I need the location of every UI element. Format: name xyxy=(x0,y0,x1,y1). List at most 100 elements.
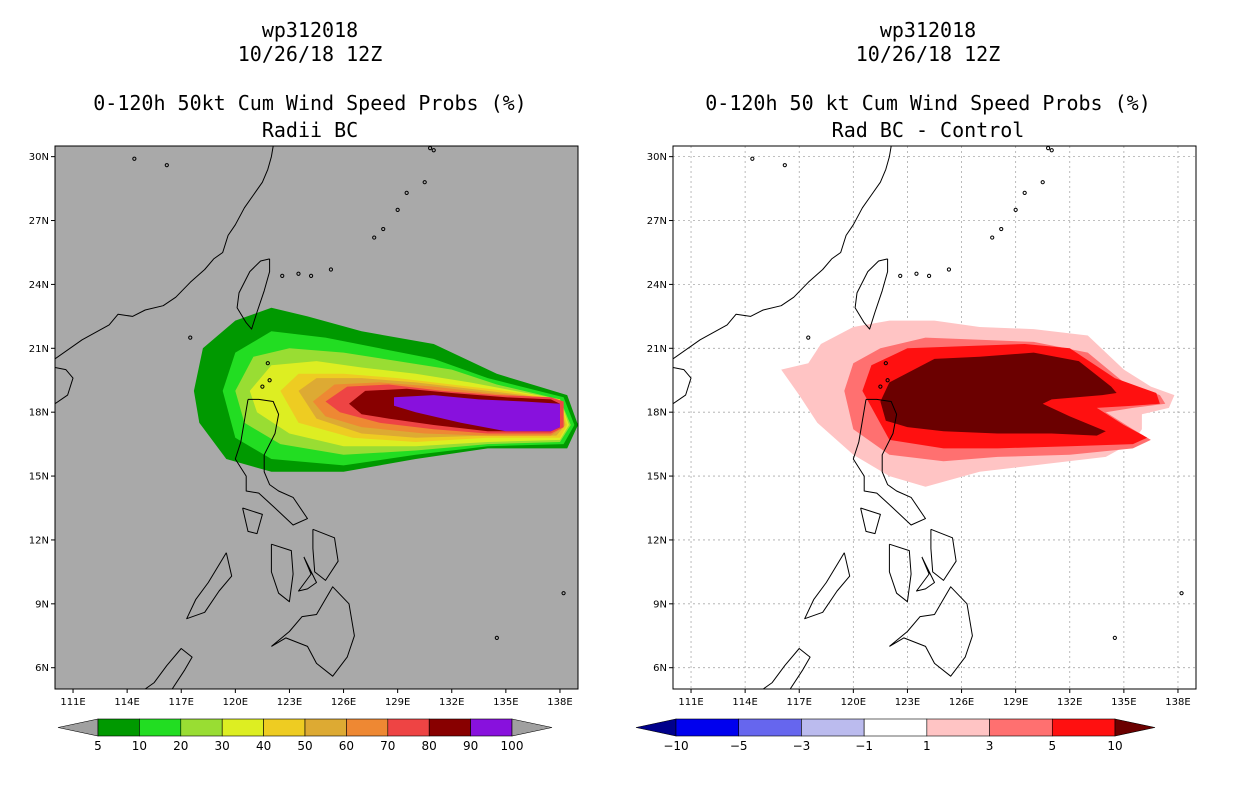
colorbar-swatch xyxy=(926,718,990,737)
y-tick-label: 6N xyxy=(653,663,667,674)
contour-fill-90 xyxy=(394,395,560,432)
colorbar-swatch xyxy=(346,718,389,737)
left-storm-id: wp312018 xyxy=(261,18,359,42)
island-marker xyxy=(431,148,436,153)
island-marker xyxy=(280,273,285,278)
colorbar-swatch xyxy=(263,718,306,737)
island-marker xyxy=(561,591,566,596)
island-marker xyxy=(946,267,952,272)
island-marker xyxy=(381,226,386,232)
colorbar-label: 30 xyxy=(215,739,230,753)
coastline-palawan xyxy=(186,552,233,620)
island-marker xyxy=(898,273,903,278)
island-marker xyxy=(1046,146,1051,151)
y-tick-label: 21N xyxy=(29,344,49,355)
x-tick-label: 135E xyxy=(493,697,518,708)
coastline-hainan xyxy=(673,367,692,405)
coastline-china xyxy=(55,146,274,360)
x-tick-label: 129E xyxy=(1003,697,1028,708)
coastline-mindoro xyxy=(242,507,263,535)
island-marker xyxy=(328,267,334,272)
colorbar-label: −5 xyxy=(730,739,748,753)
colorbar-low-triangle xyxy=(635,718,677,737)
x-tick-label: 111E xyxy=(678,697,703,708)
colorbar-swatch xyxy=(97,718,140,737)
coastline-palawan xyxy=(804,552,851,620)
island-marker xyxy=(372,235,377,240)
y-tick-label: 12N xyxy=(647,535,667,546)
island-marker xyxy=(404,190,409,195)
island-marker xyxy=(164,163,169,168)
island-marker xyxy=(914,271,919,276)
island-marker xyxy=(132,156,137,161)
coastline-taiwan xyxy=(854,258,889,330)
colorbar-label: 20 xyxy=(173,739,188,753)
colorbar-swatch xyxy=(675,718,740,737)
colorbar-swatch xyxy=(221,718,264,737)
colorbar-label: 5 xyxy=(94,739,102,753)
x-tick-label: 114E xyxy=(732,697,757,708)
y-tick-label: 15N xyxy=(29,472,49,483)
colorbar-label: −3 xyxy=(793,739,811,753)
island-marker xyxy=(806,335,811,340)
island-marker xyxy=(926,273,932,278)
colorbar-label: 1 xyxy=(923,739,931,753)
colorbar-swatch xyxy=(180,718,223,737)
colorbar-label: 10 xyxy=(1107,739,1122,753)
colorbar-label: 100 xyxy=(501,739,524,753)
coastline-samar_leyte xyxy=(930,528,957,581)
coastline-cebu_bohol xyxy=(298,556,317,592)
x-tick-label: 132E xyxy=(439,697,464,708)
colorbar-label: 10 xyxy=(132,739,147,753)
island-marker xyxy=(782,163,787,168)
y-tick-label: 9N xyxy=(653,599,667,610)
coastline-borneo xyxy=(144,648,193,689)
colorbar-swatch xyxy=(470,718,513,737)
island-marker xyxy=(267,378,272,383)
coastline-taiwan xyxy=(236,258,271,330)
colorbar-label: 3 xyxy=(986,739,994,753)
x-tick-label: 138E xyxy=(1165,697,1190,708)
y-tick-label: 30N xyxy=(29,152,49,163)
left-chart-title: 0-120h 50kt Cum Wind Speed Probs (%) xyxy=(93,91,527,115)
x-tick-label: 126E xyxy=(949,697,974,708)
y-tick-label: 24N xyxy=(29,280,49,291)
y-tick-label: 30N xyxy=(647,152,667,163)
island-marker xyxy=(308,273,314,278)
island-marker xyxy=(1022,190,1027,195)
y-tick-label: 24N xyxy=(647,280,667,291)
island-marker xyxy=(1179,591,1184,596)
colorbar-swatch xyxy=(139,718,182,737)
island-marker xyxy=(422,180,427,185)
colorbar-swatch xyxy=(428,718,471,737)
x-tick-label: 120E xyxy=(223,697,248,708)
colorbar-swatch xyxy=(387,718,430,737)
left-date: 10/26/18 12Z xyxy=(237,42,383,66)
right-date: 10/26/18 12Z xyxy=(855,42,1001,66)
coastline-hainan xyxy=(55,367,74,405)
right-chart-subtitle: Rad BC - Control xyxy=(831,118,1025,142)
coastline-mindoro xyxy=(860,507,881,535)
coastline-luzon xyxy=(234,398,308,526)
x-tick-label: 135E xyxy=(1111,697,1136,708)
map-frame xyxy=(672,145,1197,690)
island-marker xyxy=(260,384,265,389)
island-marker xyxy=(883,361,888,366)
coastline-borneo xyxy=(762,648,811,689)
y-tick-label: 12N xyxy=(29,535,49,546)
right-difference-map: 111E 114E 117E 120E 123E 126E 129E 132E 135E 138E… xyxy=(635,145,1197,753)
island-marker xyxy=(395,207,400,212)
x-tick-label: 117E xyxy=(169,697,194,708)
colorbar-swatch xyxy=(863,718,928,737)
island-marker xyxy=(1013,207,1018,212)
y-tick-label: 9N xyxy=(35,599,49,610)
map-frame xyxy=(54,145,579,690)
coastline-mindanao xyxy=(889,586,973,677)
left-chart-subtitle: Radii BC xyxy=(261,118,359,142)
right-chart-header: wp312018 10/26/18 12Z xyxy=(628,18,1228,66)
x-tick-label: 123E xyxy=(277,697,302,708)
coastline-panay_negros xyxy=(270,543,294,603)
coastline-china xyxy=(673,146,892,360)
y-tick-label: 6N xyxy=(35,663,49,674)
colorbar-swatch xyxy=(1051,718,1116,737)
